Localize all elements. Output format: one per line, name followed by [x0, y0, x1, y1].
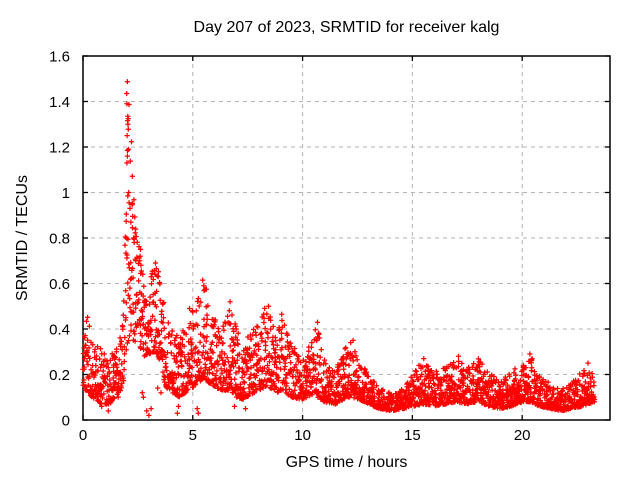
y-tick-label: 0.8: [49, 231, 70, 248]
y-tick-label: 1.6: [49, 49, 70, 66]
y-tick-label: 0.2: [49, 367, 70, 384]
tick-labels: 0 5 10 15 20 0 0.2 0.4 0.6 0.8 1 1.2 1.4 1.6: [49, 49, 530, 445]
x-axis-label: GPS time / hours: [286, 454, 408, 471]
x-tick-label: 5: [189, 427, 197, 444]
y-tick-label: 0.6: [49, 276, 70, 293]
x-tick-label: 15: [404, 427, 421, 444]
x-tick-label: 20: [514, 427, 531, 444]
y-tick-label: 1.4: [49, 94, 70, 111]
y-axis-label: SRMTID / TECUs: [14, 175, 31, 301]
plot-border: [82, 55, 611, 421]
data-points: [80, 79, 598, 418]
chart-title: Day 207 of 2023, SRMTID for receiver kal…: [194, 19, 500, 36]
y-tick-label: 1.2: [49, 140, 70, 157]
y-tick-label: 1: [62, 185, 70, 202]
y-tick-label: 0: [62, 413, 70, 430]
x-tick-label: 10: [294, 427, 311, 444]
x-tick-label: 0: [79, 427, 87, 444]
y-tick-label: 0.4: [49, 322, 70, 339]
